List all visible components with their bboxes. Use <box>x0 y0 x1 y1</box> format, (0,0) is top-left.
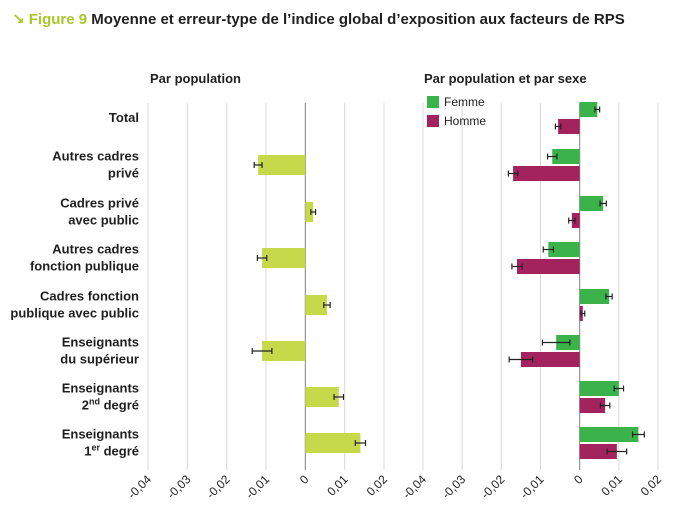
figure-number: Figure 9 <box>28 11 88 28</box>
x-tick-label: 0,01 <box>599 472 626 499</box>
figure-title: ↘ Figure 9 Moyenne et erreur-type de l’i… <box>12 10 625 28</box>
category-label: 2nd degré <box>82 397 139 413</box>
bar-femme <box>579 427 639 442</box>
x-tick-label: 0,02 <box>638 472 665 499</box>
x-tick-label: -0,04 <box>125 472 154 501</box>
category-label: Enseignants <box>62 335 139 350</box>
bar <box>305 295 327 315</box>
x-tick-label: -0,02 <box>204 472 233 501</box>
x-tick-label: 0 <box>571 472 586 487</box>
bar <box>305 387 339 407</box>
category-label: Autres cadres <box>52 149 139 164</box>
bar-homme <box>571 213 580 228</box>
x-tick-label: -0,03 <box>439 472 468 501</box>
bar-homme <box>558 119 580 134</box>
category-label: privé <box>108 166 139 181</box>
bar <box>305 433 361 453</box>
bar-femme <box>579 102 598 117</box>
bar-femme <box>548 242 580 257</box>
bar <box>262 248 306 268</box>
category-label: Autres cadres <box>52 242 139 257</box>
x-tick-label: 0 <box>297 472 312 487</box>
bar <box>262 341 306 361</box>
bar <box>258 155 306 175</box>
x-tick-label: 0,02 <box>364 472 391 499</box>
category-label: fonction publique <box>30 259 139 274</box>
bar-homme <box>579 444 617 459</box>
x-tick-label: -0,01 <box>517 472 546 501</box>
legend-swatch-homme <box>427 115 439 127</box>
bar-femme <box>552 149 580 164</box>
category-label: du supérieur <box>60 352 139 367</box>
category-label: 1er degré <box>84 443 139 459</box>
category-label: avec public <box>68 213 139 228</box>
x-tick-label: -0,02 <box>478 472 507 501</box>
bar-femme <box>579 381 619 396</box>
bar-homme <box>517 259 580 274</box>
category-label: Enseignants <box>62 381 139 396</box>
bar-homme <box>520 352 580 367</box>
x-tick-label: -0,04 <box>400 472 429 501</box>
legend-label-femme: Femme <box>444 95 485 109</box>
panel-title: Par population <box>150 71 241 86</box>
bar-femme <box>579 289 610 304</box>
category-label: Total <box>109 110 139 125</box>
category-label: Cadres privé <box>60 196 139 211</box>
legend-label-homme: Homme <box>444 114 486 128</box>
category-label: Enseignants <box>62 427 139 442</box>
figure-title-text: Moyenne et erreur-type de l’indice globa… <box>91 11 625 28</box>
category-label: Cadres fonction <box>40 289 139 304</box>
x-tick-label: -0,03 <box>164 472 193 501</box>
x-tick-label: 0,01 <box>324 472 351 499</box>
x-tick-label: -0,01 <box>243 472 272 501</box>
bar-homme <box>513 166 580 181</box>
bar <box>305 202 314 222</box>
arrow-icon: ↘ <box>12 11 25 28</box>
bar-homme <box>579 398 606 413</box>
category-label: publique avec public <box>10 306 139 321</box>
legend-swatch-femme <box>427 96 439 108</box>
bar-femme <box>579 196 604 211</box>
panel-title: Par population et par sexe <box>424 71 587 86</box>
